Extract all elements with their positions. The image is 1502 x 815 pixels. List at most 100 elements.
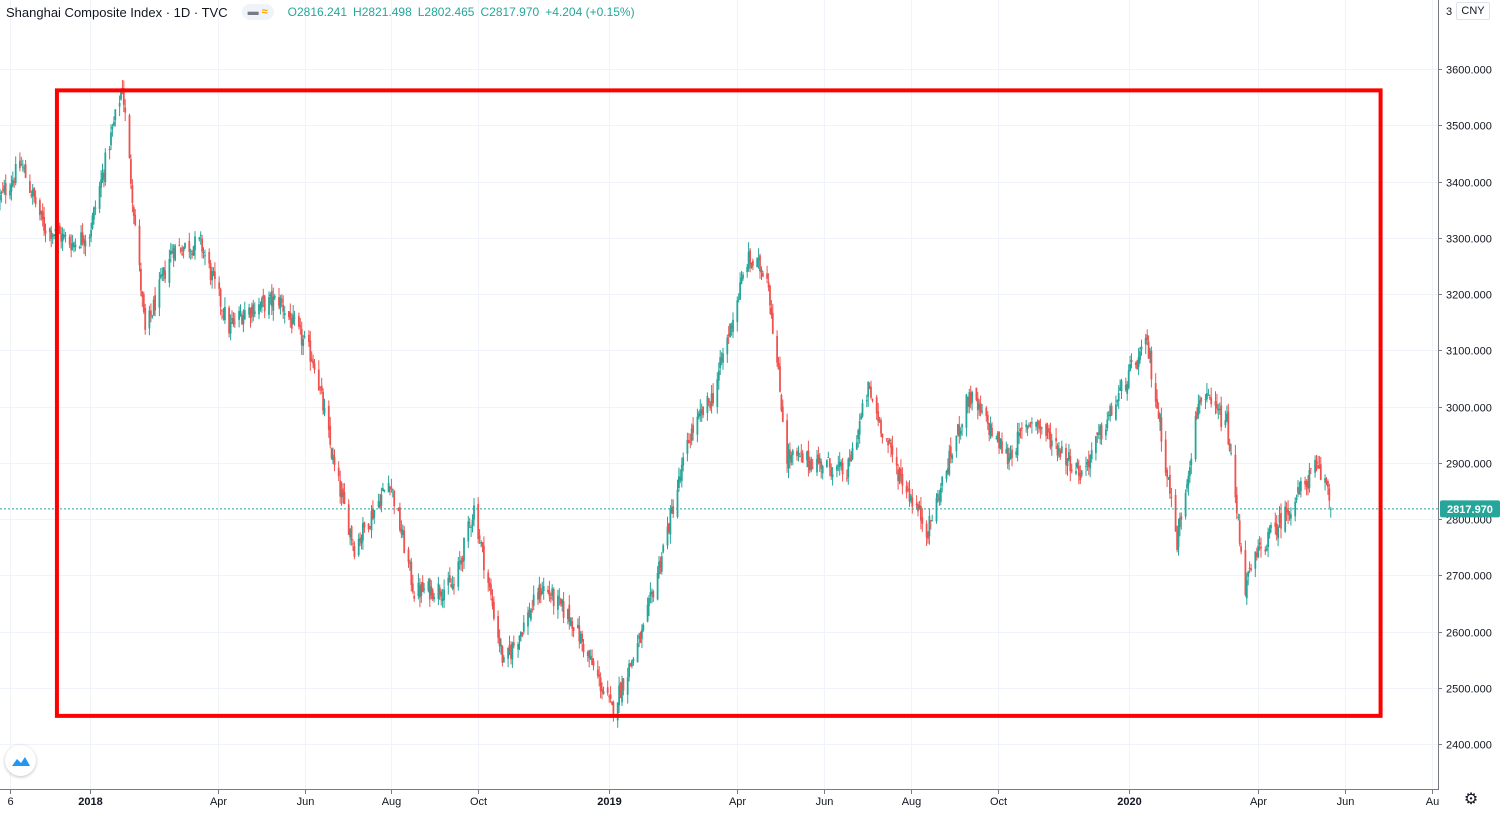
candle-body bbox=[249, 310, 252, 318]
candle-body bbox=[1159, 414, 1161, 422]
candle-body bbox=[888, 440, 891, 442]
candle-body bbox=[608, 696, 611, 698]
candle-body bbox=[1040, 427, 1043, 429]
candle-body bbox=[151, 315, 154, 318]
candle-body bbox=[68, 236, 71, 245]
candle-body bbox=[641, 629, 643, 639]
candle-body bbox=[1177, 525, 1180, 548]
gear-icon[interactable]: ⚙ bbox=[1463, 791, 1479, 808]
candle-body bbox=[1095, 436, 1097, 454]
candle-body bbox=[144, 308, 147, 330]
candle-body bbox=[895, 456, 898, 466]
candle-body bbox=[252, 304, 255, 317]
candle-body bbox=[762, 273, 764, 277]
candle-body bbox=[289, 312, 292, 320]
candle-body bbox=[502, 657, 505, 663]
candle-body bbox=[1176, 530, 1178, 550]
candle-body bbox=[1194, 416, 1197, 460]
candle-body bbox=[44, 230, 47, 234]
compare-icon[interactable]: ≈ bbox=[261, 6, 268, 18]
candle-body bbox=[989, 424, 992, 436]
candle-body bbox=[1179, 518, 1181, 528]
candle-body bbox=[801, 453, 804, 463]
candle-body bbox=[1134, 363, 1137, 365]
candle-body bbox=[988, 423, 991, 435]
candle-body bbox=[1149, 353, 1151, 358]
candle-body bbox=[353, 546, 356, 557]
candle-body bbox=[1235, 494, 1238, 514]
candle-body bbox=[488, 582, 491, 587]
candle-body bbox=[83, 239, 85, 244]
candle-body bbox=[857, 430, 860, 439]
indicator-toggle[interactable]: ▬ ≈ bbox=[241, 4, 274, 20]
candle-body bbox=[1019, 429, 1022, 431]
candle-body bbox=[522, 622, 525, 632]
candle-body bbox=[737, 298, 740, 300]
symbol-title[interactable]: Shanghai Composite Index · 1D · TVC bbox=[6, 4, 228, 20]
candle-body bbox=[1008, 457, 1010, 462]
candle-body bbox=[477, 504, 480, 540]
candle-body bbox=[1154, 383, 1157, 402]
candle-body bbox=[1189, 467, 1191, 476]
candle-body bbox=[697, 413, 700, 418]
candle-body bbox=[1307, 484, 1309, 489]
candle-body bbox=[1327, 481, 1329, 488]
candle-body bbox=[1115, 404, 1117, 420]
candle-body bbox=[262, 295, 265, 299]
candle-body bbox=[1207, 394, 1210, 396]
candle-body bbox=[48, 228, 51, 232]
tradingview-logo-icon[interactable] bbox=[5, 745, 36, 776]
candle-body bbox=[1295, 497, 1298, 501]
candle-body bbox=[132, 207, 135, 216]
candle-body bbox=[1270, 524, 1272, 529]
candle-body bbox=[1275, 523, 1278, 536]
candle-body bbox=[1218, 408, 1221, 411]
candle-body bbox=[283, 313, 286, 316]
candle-body bbox=[1204, 398, 1207, 400]
candle-body bbox=[756, 258, 759, 268]
candle-body bbox=[323, 408, 326, 414]
candle-body bbox=[430, 586, 433, 596]
candle-body bbox=[98, 186, 101, 209]
candle-body bbox=[427, 581, 430, 591]
candle-body bbox=[1319, 464, 1322, 480]
candle-body bbox=[470, 526, 472, 528]
candle-body bbox=[978, 403, 981, 409]
candle-body bbox=[438, 587, 441, 595]
candle-body bbox=[816, 458, 818, 473]
hide-icon[interactable]: ▬ bbox=[247, 6, 259, 18]
candle-body bbox=[417, 582, 420, 597]
candle-body bbox=[649, 592, 652, 596]
candle-body bbox=[1170, 496, 1173, 498]
candle-body bbox=[592, 660, 595, 666]
candle-body bbox=[261, 298, 263, 308]
candle-body bbox=[746, 266, 749, 273]
time-tick-label: Jun bbox=[297, 796, 315, 808]
candle-body bbox=[557, 595, 559, 610]
candle-body bbox=[399, 507, 401, 531]
candle-body bbox=[100, 179, 102, 188]
candle-body bbox=[501, 646, 504, 663]
candle-body bbox=[120, 91, 122, 100]
candle-body bbox=[60, 233, 63, 242]
candle-body bbox=[391, 489, 394, 491]
candle-body bbox=[51, 235, 54, 237]
candle-body bbox=[1237, 516, 1240, 518]
candle-body bbox=[791, 450, 794, 456]
candle-body bbox=[31, 189, 34, 197]
candle-body bbox=[390, 487, 393, 489]
candle-body bbox=[868, 386, 871, 389]
candle-body bbox=[939, 488, 942, 502]
candle-body bbox=[357, 539, 360, 556]
currency-badge[interactable]: CNY bbox=[1456, 2, 1490, 20]
price-tick-label: 3100.000 bbox=[1446, 346, 1492, 358]
candle-body bbox=[21, 166, 24, 168]
candle-body bbox=[770, 307, 773, 316]
candle-body bbox=[727, 334, 730, 336]
candle-body bbox=[1166, 470, 1168, 478]
candle-body bbox=[810, 458, 813, 470]
candle-body bbox=[172, 248, 175, 259]
candle-body bbox=[73, 242, 75, 244]
candle-body bbox=[1119, 387, 1121, 391]
